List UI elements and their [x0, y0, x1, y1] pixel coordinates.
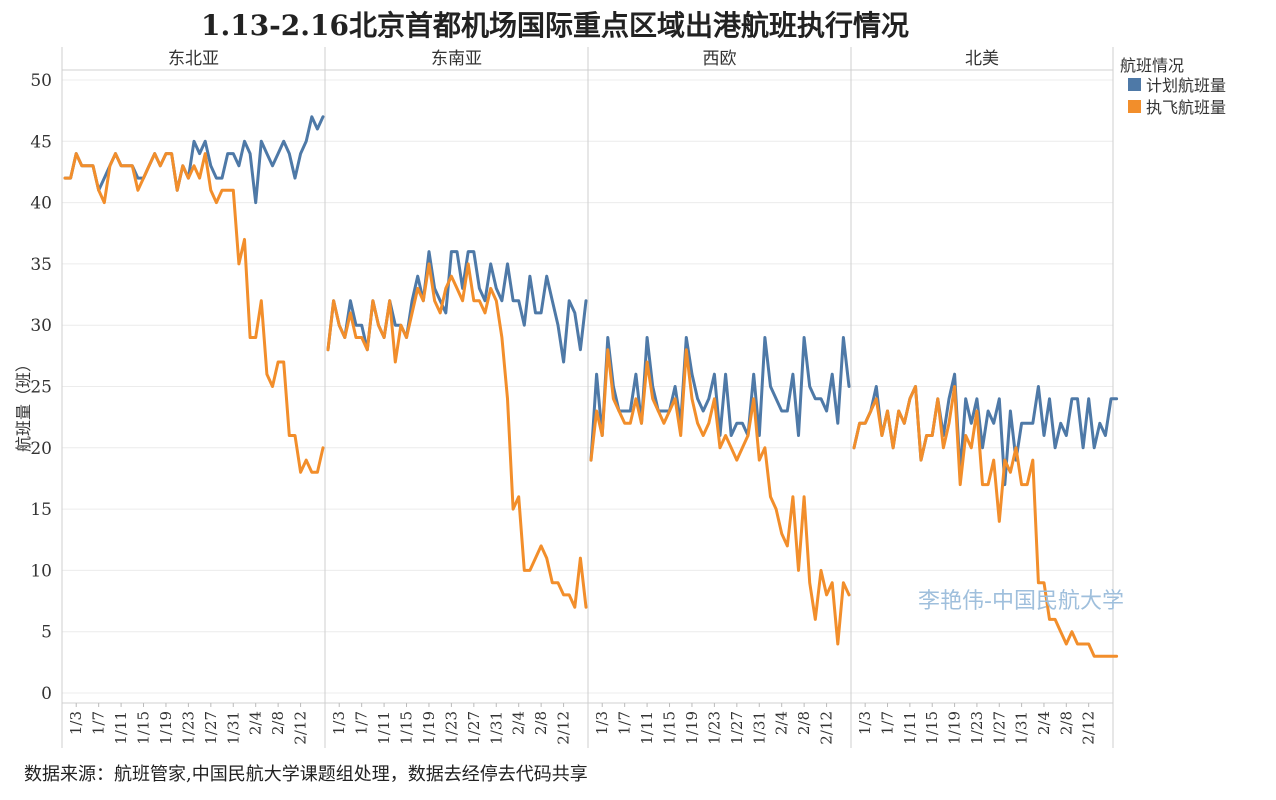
x-tick-label: 1/27 [728, 711, 746, 745]
x-tick-label: 1/7 [879, 711, 897, 735]
x-tick-label: 1/7 [353, 711, 371, 735]
y-tick-label: 35 [30, 255, 52, 275]
x-tick-label: 1/27 [465, 711, 483, 745]
x-tick-label: 2/12 [818, 711, 836, 745]
x-tick-label: 2/4 [510, 711, 528, 735]
legend-label-flown: 执飞航班量 [1146, 98, 1227, 117]
y-tick-label: 5 [41, 623, 52, 643]
y-axis-label: 航班量（班） [14, 356, 33, 453]
y-tick-label: 0 [41, 684, 52, 704]
x-tick-label: 1/31 [1013, 711, 1031, 745]
series-line-planned [852, 372, 1119, 487]
panel-header-label: 北美 [965, 49, 999, 69]
x-tick-label: 1/15 [661, 711, 679, 745]
x-tick-label: 1/3 [593, 711, 611, 735]
series-line-flown [589, 348, 851, 646]
x-tick-label: 1/27 [990, 711, 1008, 745]
x-tick-label: 1/3 [67, 711, 85, 735]
x-tick-label: 1/11 [375, 711, 393, 745]
y-tick-label: 50 [30, 71, 52, 91]
x-tick-label: 2/8 [532, 711, 550, 735]
x-tick-label: 1/15 [923, 711, 941, 745]
x-tick-label: 1/19 [946, 711, 964, 745]
x-tick-label: 1/31 [487, 711, 505, 745]
x-tick-label: 1/3 [330, 711, 348, 735]
x-tick-label: 2/4 [773, 711, 791, 735]
chart-title: 1.13-2.16北京首都机场国际重点区域出港航班执行情况 [200, 9, 909, 42]
legend-swatch-flown [1128, 99, 1141, 113]
legend-swatch-planned [1128, 77, 1141, 91]
x-tick-label: 2/12 [1080, 711, 1098, 745]
x-tick-label: 1/7 [90, 711, 108, 735]
x-tick-label: 1/19 [157, 711, 175, 745]
legend-item-flown[interactable]: 执飞航班量 [1128, 94, 1226, 118]
x-tick-label: 2/4 [1035, 711, 1053, 735]
watermark: 李艳伟-中国民航大学 [918, 589, 1124, 614]
x-tick-label: 1/27 [202, 711, 220, 745]
series-line-flown [326, 262, 588, 609]
x-tick-label: 2/4 [247, 711, 265, 735]
x-tick-label: 1/19 [420, 711, 438, 745]
x-tick-label: 1/31 [750, 711, 768, 745]
series-line-planned [63, 115, 325, 205]
series-line-flown [852, 385, 1119, 658]
y-tick-label: 15 [30, 500, 52, 520]
x-tick-label: 1/19 [683, 711, 701, 745]
x-tick-label: 1/15 [398, 711, 416, 745]
panel-header-label: 东南亚 [431, 49, 482, 69]
y-tick-label: 10 [30, 561, 52, 581]
x-tick-label: 1/15 [135, 711, 153, 745]
x-tick-label: 2/8 [1057, 711, 1075, 735]
x-tick-label: 1/3 [856, 711, 874, 735]
x-tick-label: 1/11 [112, 711, 130, 745]
x-tick-label: 1/7 [616, 711, 634, 735]
x-tick-label: 1/23 [179, 711, 197, 745]
x-tick-label: 1/23 [442, 711, 460, 745]
y-tick-label: 25 [30, 378, 52, 398]
x-tick-label: 1/23 [968, 711, 986, 745]
y-tick-label: 20 [30, 439, 52, 459]
panel-header-label: 西欧 [703, 49, 737, 69]
y-tick-label: 45 [30, 132, 52, 152]
x-tick-label: 1/11 [638, 711, 656, 745]
x-tick-label: 1/11 [901, 711, 919, 745]
legend-item-planned[interactable]: 计划航班量 [1128, 72, 1226, 96]
x-tick-label: 2/8 [269, 711, 287, 735]
y-tick-label: 30 [30, 316, 52, 336]
x-tick-label: 1/23 [705, 711, 723, 745]
series-line-flown [63, 152, 325, 474]
panel-header-label: 东北亚 [168, 49, 219, 69]
x-tick-label: 1/31 [224, 711, 242, 745]
x-tick-label: 2/12 [292, 711, 310, 745]
y-tick-label: 40 [30, 194, 52, 214]
legend-label-planned: 计划航班量 [1146, 76, 1227, 95]
source-footer: 数据来源：航班管家,中国民航大学课题组处理，数据去经停去代码共享 [24, 764, 588, 785]
x-tick-label: 2/8 [795, 711, 813, 735]
legend-title: 航班情况 [1120, 56, 1185, 75]
x-tick-label: 2/12 [555, 711, 573, 745]
